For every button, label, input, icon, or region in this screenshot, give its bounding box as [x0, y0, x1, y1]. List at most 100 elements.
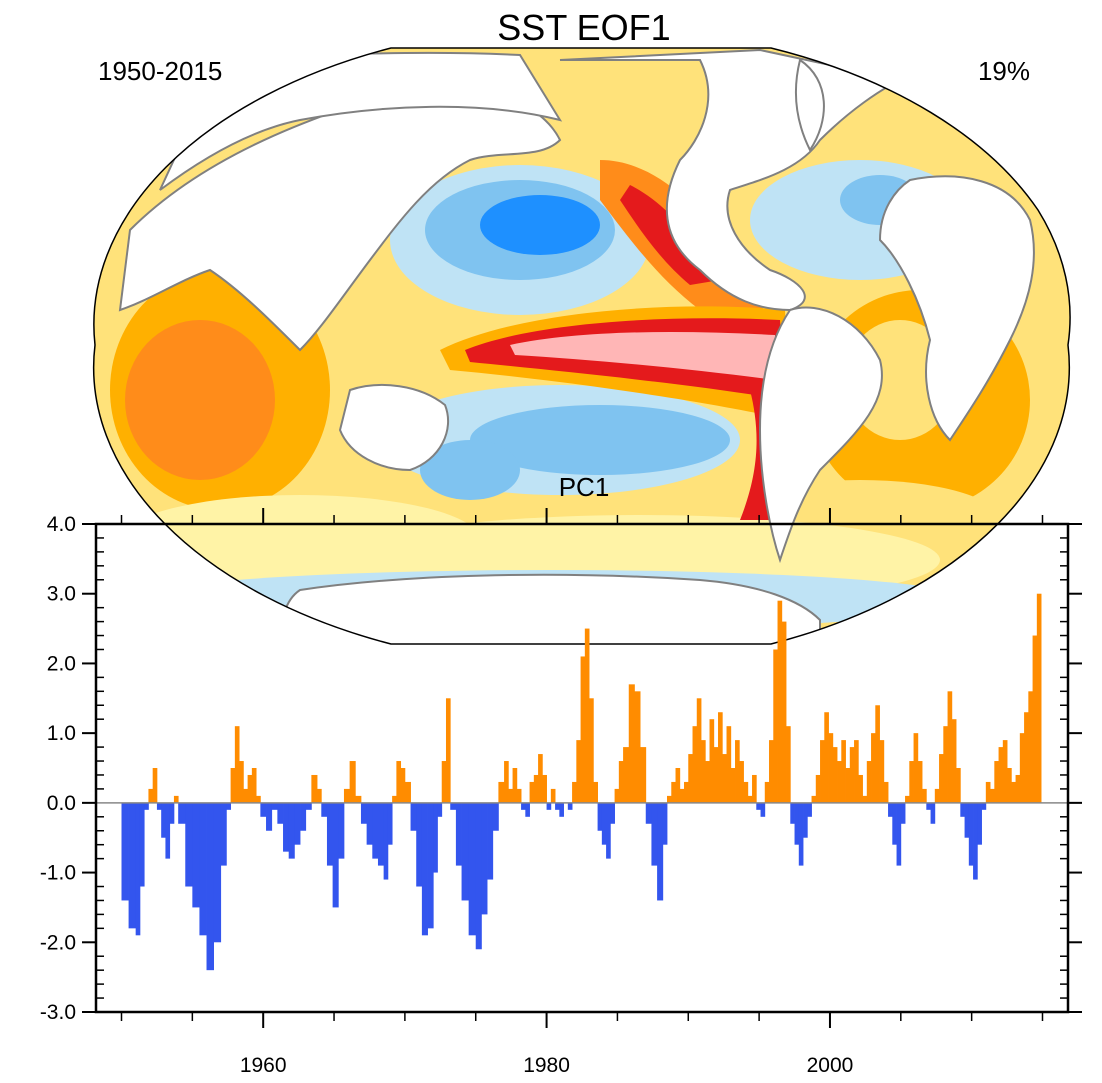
pc1-bar	[1019, 733, 1025, 803]
pc1-bar	[542, 774, 547, 803]
pc1-bar	[1002, 740, 1008, 803]
pc1-bar	[701, 740, 706, 803]
pc1-bar	[657, 802, 664, 901]
pc1-bar	[909, 761, 914, 803]
y-axis: -3.0 -2.0 -1.0 0.0 1.0 2.0 3.0 4.0	[40, 513, 1082, 1024]
pc1-bar	[508, 788, 513, 803]
pc1-bar	[206, 802, 214, 971]
pc1-bar	[559, 802, 564, 817]
pc1-bar	[837, 761, 842, 803]
pc1-bar	[896, 802, 902, 866]
pc1-bar	[461, 802, 470, 901]
pc1-bar	[858, 774, 863, 803]
pc1-bar	[372, 802, 379, 859]
north-pacific-core	[480, 195, 600, 255]
pc1-bar	[504, 761, 509, 803]
pc1-bar	[871, 733, 876, 803]
pc1-bar	[589, 698, 594, 803]
pc1-bar	[220, 802, 227, 866]
pc1-bar	[803, 802, 808, 838]
y-tick-label: 2.0	[47, 652, 76, 675]
pc1-bar	[879, 740, 885, 803]
pc1-bar	[1007, 768, 1012, 803]
south-pacific-mid	[470, 405, 730, 475]
globe-outline	[92, 47, 1071, 645]
pc1-bar	[128, 802, 137, 929]
pc1-bar	[277, 802, 284, 824]
pc1-bar	[977, 802, 982, 845]
chart-title: PC1	[559, 472, 610, 502]
pc1-bar	[973, 802, 978, 880]
pc1-bar	[662, 802, 668, 845]
pc1-bar	[623, 747, 630, 803]
pc1-bar	[525, 802, 530, 817]
pc1-bar	[866, 761, 872, 803]
pc1-bar	[828, 733, 834, 803]
pc1-bar	[192, 802, 200, 908]
indian-ocean-core	[125, 320, 275, 480]
plot-frame	[94, 522, 1070, 1014]
pc1-bar	[396, 761, 402, 803]
pc1-bar	[917, 761, 923, 803]
pc1-bar	[735, 740, 740, 803]
pc1-bar	[437, 802, 443, 817]
pc1-bar	[392, 795, 397, 803]
land-antarctica	[278, 573, 821, 644]
pc1-bar	[747, 795, 753, 803]
pc1-bar	[947, 691, 953, 803]
pc1-bar	[283, 802, 290, 852]
pc1-bar	[1024, 712, 1029, 803]
pc1-bar	[300, 802, 307, 831]
map-left-annotation: 1950-2015	[98, 56, 222, 86]
pc1-bar	[926, 802, 931, 810]
pc1-bar	[185, 802, 193, 887]
pc1-bar	[139, 802, 145, 887]
pc1-bar	[538, 754, 543, 803]
pc1-bar	[610, 802, 615, 824]
pc1-bar	[266, 802, 273, 831]
pc1-bar	[433, 802, 438, 873]
pc1-bar	[404, 781, 411, 803]
pc1-bar	[567, 802, 573, 810]
pc1-bar	[144, 802, 149, 810]
pc1-bar	[671, 781, 676, 803]
pc1-bar	[475, 802, 482, 950]
pc1-bar	[798, 802, 804, 866]
pc1-bar	[614, 788, 620, 803]
pc1-bar	[349, 761, 356, 803]
pc1-bar	[606, 802, 611, 859]
pc1-bar	[854, 740, 859, 803]
pc1-bar	[960, 802, 965, 817]
pc1-bar	[990, 788, 995, 803]
pc1-bar	[580, 656, 586, 803]
pc1-bar	[256, 795, 261, 803]
pc1-bar	[628, 684, 635, 803]
pc1-bar	[468, 802, 477, 936]
pc1-chart: -3.0 -2.0 -1.0 0.0 1.0 2.0 3.0 4.0 1960 1980 2000	[40, 508, 1082, 1077]
pc1-bar	[722, 754, 727, 803]
pc1-bar	[178, 802, 186, 824]
pc1-bar	[360, 802, 368, 824]
y-tick-label: 1.0	[47, 722, 76, 745]
pc1-bar	[427, 802, 434, 929]
pc1-bar	[521, 802, 526, 810]
pc1-bar	[709, 719, 715, 803]
pc1-bar	[1032, 635, 1038, 803]
pc1-bar	[951, 719, 957, 803]
x-axis: 1960 1980 2000	[120, 508, 1044, 1077]
pc1-bar	[512, 768, 518, 803]
pc1-bar	[807, 802, 812, 817]
pc1-bar	[922, 788, 927, 803]
pc1-bar	[994, 761, 999, 803]
pc1-bar	[555, 802, 560, 810]
pc1-bar	[260, 802, 267, 817]
pc1-bar	[332, 802, 339, 908]
pc1-bar	[169, 802, 175, 824]
pc1-bar	[601, 802, 607, 845]
pc1-bar	[441, 761, 447, 803]
pc1-bar	[516, 788, 522, 803]
equatorial-max	[510, 332, 775, 380]
pc1-bar	[705, 761, 710, 803]
pc1-bar	[230, 768, 236, 803]
pc1-series	[121, 593, 1042, 971]
